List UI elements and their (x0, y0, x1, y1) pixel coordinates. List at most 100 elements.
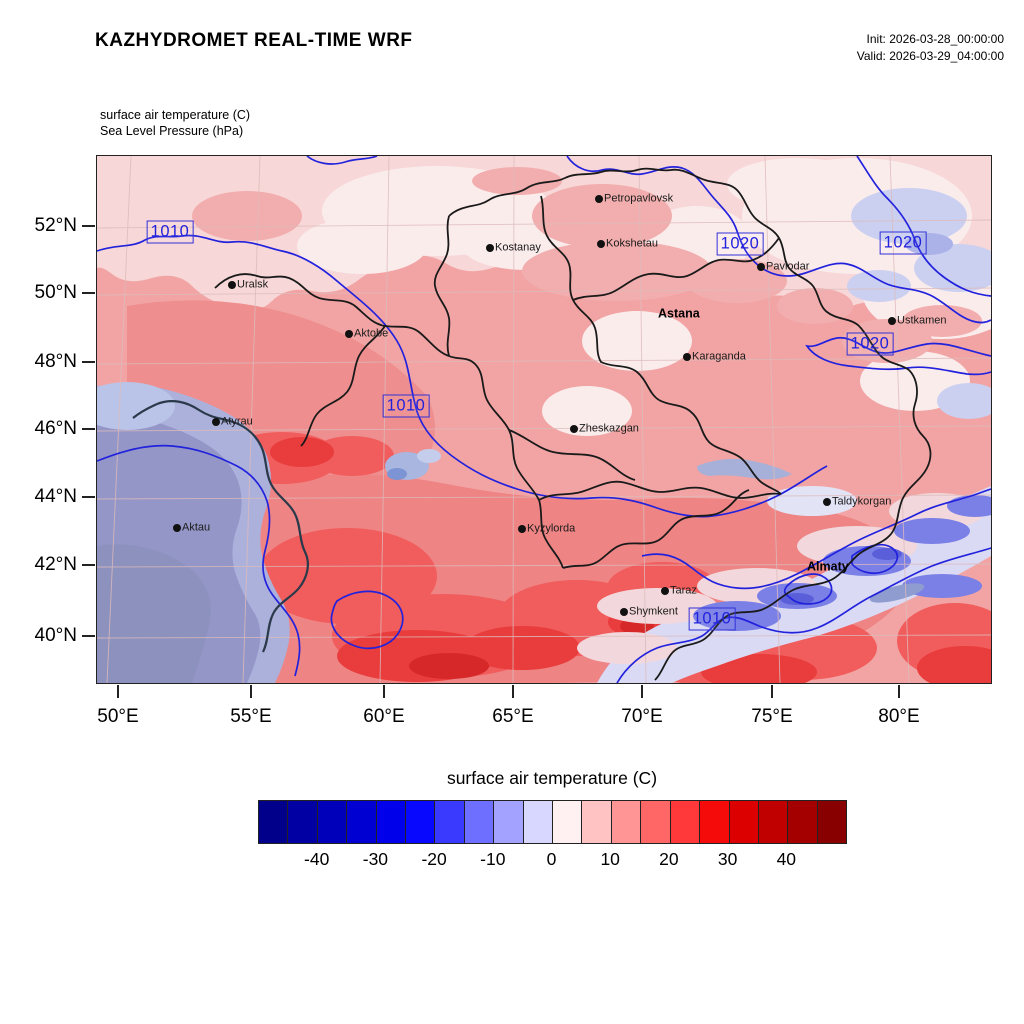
colorbar-cell (611, 801, 642, 843)
colorbar-cell (729, 801, 759, 843)
colorbar-cell (435, 801, 465, 843)
colorbar-tick-labels: -40 -30 -20 -10 0 10 20 30 40 (258, 849, 846, 871)
city-marker-atyrau: Atyrau (212, 416, 253, 428)
city-dot (570, 425, 578, 433)
colorbar-cell (788, 801, 818, 843)
city-marker-aktau: Aktau (173, 522, 210, 534)
valid-timestamp: Valid: 2026-03-29_04:00:00 (856, 49, 1004, 63)
city-marker-karaganda: Karaganda (683, 351, 746, 363)
lat-tick (82, 361, 95, 363)
isobar-label-1020: 1020 (716, 232, 764, 256)
lon-label: 65°E (492, 706, 534, 727)
colorbar (258, 800, 847, 844)
colorbar-cell (582, 801, 612, 843)
lat-label: 42°N (34, 554, 77, 575)
city-dot (518, 525, 526, 533)
city-marker-kokshetau: Kokshetau (597, 238, 658, 250)
colorbar-cell (758, 801, 789, 843)
lon-label: 70°E (621, 706, 663, 727)
lat-tick (82, 225, 95, 227)
init-timestamp: Init: 2026-03-28_00:00:00 (866, 32, 1004, 46)
lat-tick (82, 428, 95, 430)
colorbar-tick-label: 20 (659, 849, 679, 869)
city-marker-pavlodar: Pavlodar (757, 261, 809, 273)
variable-legend: surface air temperature (C) Sea Level Pr… (100, 107, 250, 139)
lat-label: 48°N (34, 351, 77, 372)
colorbar-cell (494, 801, 524, 843)
city-marker-petropavlovsk: Petropavlovsk (595, 193, 673, 205)
colorbar-cell (641, 801, 671, 843)
colorbar-tick-label: -20 (421, 849, 447, 869)
colorbar-tick-label: -30 (362, 849, 389, 869)
colorbar-tick-label: -40 (304, 849, 330, 869)
graticule (97, 156, 991, 683)
colorbar-cell (523, 801, 554, 843)
city-dot (486, 244, 494, 252)
lat-label: 52°N (34, 215, 77, 236)
city-marker-ustkamen: Ustkamen (888, 315, 947, 327)
lon-label: 75°E (751, 706, 793, 727)
city-label: Kostanay (495, 241, 541, 254)
city-label: Astana (658, 306, 700, 321)
lat-tick (82, 496, 95, 498)
city-dot (757, 263, 765, 271)
city-label: Almaty (807, 559, 849, 574)
city-label: Aktau (182, 521, 211, 534)
city-dot (595, 195, 603, 203)
colorbar-cell (670, 801, 701, 843)
isobar-label-1010: 1010 (688, 607, 736, 631)
colorbar-cell (464, 801, 495, 843)
temperature-field-map (97, 156, 991, 683)
colorbar-tick-label: 30 (717, 849, 738, 869)
lon-tick (250, 685, 252, 698)
colorbar-cell (347, 801, 377, 843)
colorbar-cell (317, 801, 348, 843)
lon-tick (117, 685, 119, 698)
city-dot (620, 608, 628, 616)
map-frame: 52°N 50°N 48°N 46°N 44°N 42°N 40°N 50°E 55°E 60°E… (35, 155, 992, 727)
city-label: Zheskazgan (579, 422, 639, 435)
lat-label: 46°N (34, 418, 77, 439)
city-label: Shymkent (629, 605, 678, 618)
city-dot (888, 317, 896, 325)
lon-label: 80°E (878, 706, 920, 727)
city-dot (823, 498, 831, 506)
colorbar-cell (288, 801, 318, 843)
city-label: Petropavlovsk (604, 192, 674, 205)
map-overlay: 52°N 50°N 48°N 46°N 44°N 42°N 40°N 50°E 55°E 60°E… (35, 156, 991, 727)
colorbar-tick-label: 0 (546, 849, 557, 869)
isobar-label-1020: 1020 (879, 231, 927, 255)
city-marker-zheskazgan: Zheskazgan (570, 423, 639, 435)
lat-tick (82, 635, 95, 637)
city-dot (228, 281, 236, 289)
city-label: Atyrau (221, 415, 253, 428)
lon-tick (512, 685, 514, 698)
colorbar-tick-label: 40 (776, 849, 797, 869)
caspian-coastline (132, 400, 309, 653)
lat-tick (82, 564, 95, 566)
lat-label: 40°N (34, 625, 77, 646)
colorbar-cell (817, 801, 847, 843)
isobar-label-1010: 1010 (146, 220, 194, 244)
city-marker-taraz: Taraz (661, 585, 697, 597)
variable-line-temperature: surface air temperature (C) (100, 108, 251, 122)
lat-tick (82, 292, 95, 294)
colorbar-cell (259, 801, 289, 843)
lat-label: 50°N (34, 282, 77, 303)
city-label: Uralsk (237, 278, 269, 291)
city-label: Pavlodar (766, 260, 810, 273)
colorbar-title: surface air temperature (C) (446, 768, 658, 788)
city-label: Aktobe (354, 327, 389, 340)
city-dot (597, 240, 605, 248)
city-label: Taldykorgan (832, 495, 892, 508)
city-marker-kostanay: Kostanay (486, 242, 541, 254)
lon-tick (383, 685, 385, 698)
city-marker-uralsk: Uralsk (228, 279, 268, 291)
lon-tick (898, 685, 900, 698)
city-label: Karaganda (692, 350, 746, 363)
city-label: Kokshetau (606, 237, 658, 250)
colorbar-tick-label: -10 (480, 849, 506, 869)
page-title: KAZHYDROMET REAL-TIME WRF (95, 30, 413, 51)
lon-tick (771, 685, 773, 698)
